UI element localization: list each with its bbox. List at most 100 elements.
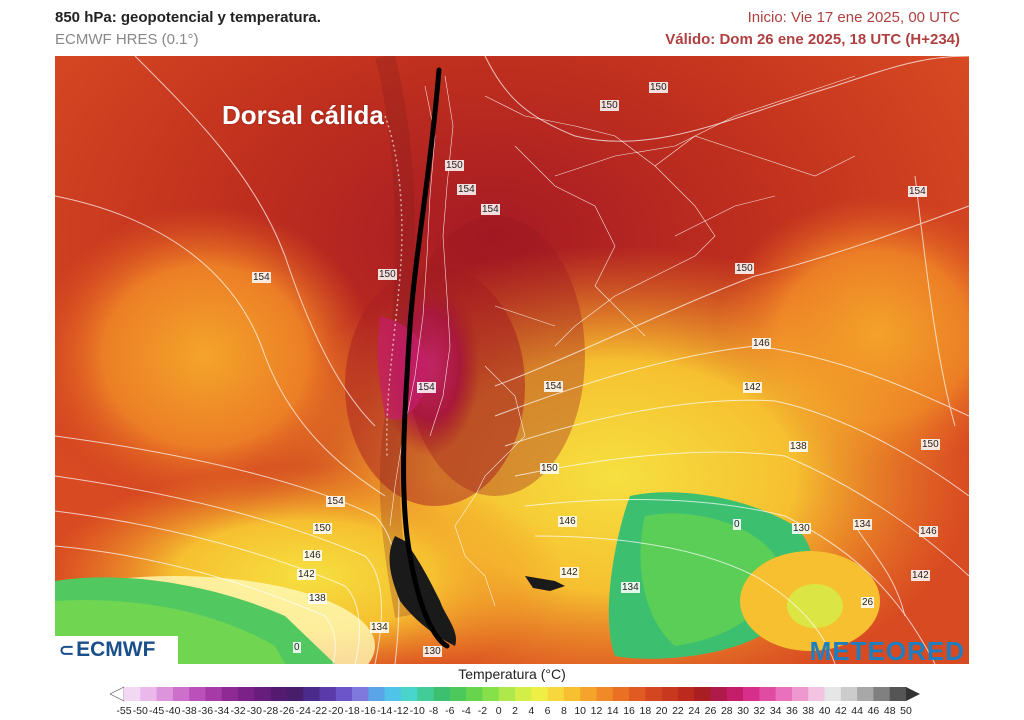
colorbar-max-arrow [906,687,920,701]
colorbar-swatch [612,687,630,701]
colorbar-swatch [759,687,776,701]
colorbar-tick-label: 22 [672,705,684,717]
colorbar-swatch [384,687,402,701]
contour-label: 0 [733,519,741,530]
weather-map: Dorsal cálida 150 150 150 154 154 154 15… [55,56,969,664]
colorbar-swatch [319,687,337,701]
colorbar-swatch [368,687,385,701]
contour-label: 146 [919,526,938,537]
colorbar-tick-label: -12 [393,705,409,717]
colorbar-swatch [417,687,434,701]
ecmwf-logo: ⊂ ECMWF [55,636,178,664]
colorbar-swatch [791,687,809,701]
legend-title: Temperatura (°C) [458,666,566,682]
colorbar-swatch [221,687,239,701]
contour-label: 138 [308,593,327,604]
contour-label: 154 [908,186,927,197]
colorbar-tick-label: 40 [818,705,831,717]
colorbar-swatch [726,687,744,701]
colorbar-swatch [498,687,516,701]
colorbar-tick-label: -4 [461,705,471,717]
contour-label: 142 [560,567,579,578]
colorbar-swatch [857,687,874,701]
legend-ticks: -55 -50 -45 -40 -38 -36 -34 -32 -30 -28 -26 -24 -22-… [0,705,1024,719]
colorbar-swatch [270,687,288,701]
contour-label: 150 [735,263,754,274]
temperature-field [55,56,969,664]
colorbar-tick-label: -40 [165,705,181,717]
contour-label: 154 [544,381,563,392]
colorbar-tick-label: 10 [574,705,586,717]
colorbar-swatch [873,687,891,701]
colorbar-tick-label: -50 [132,705,148,717]
colorbar-tick-label: -22 [311,705,328,717]
colorbar-tick-label: 38 [802,705,815,717]
contour-label: 154 [326,496,345,507]
colorbar-swatch [645,687,662,701]
colorbar-tick-label: 6 [544,705,551,717]
colorbar-swatch [677,687,695,701]
contour-label: 142 [911,570,930,581]
colorbar-swatch [124,687,141,701]
contour-label: 150 [540,463,559,474]
colorbar-swatch [335,687,353,701]
colorbar-tick-label: -45 [148,705,165,717]
colorbar-tick-label: -16 [360,705,376,717]
colorbar-swatch [743,687,760,701]
colorbar-tick-label: -28 [263,705,279,717]
contour-label: 146 [752,338,771,349]
colorbar-min-arrow [110,686,125,702]
colorbar-tick-label: 26 [704,705,717,717]
colorbar-swatch [156,687,174,701]
contour-label: 154 [252,272,271,283]
colorbar-tick-label: 8 [560,705,567,717]
colorbar-swatch [775,687,793,701]
colorbar-swatch [140,687,157,701]
contour-label: 150 [600,100,619,111]
contour-label: 150 [313,523,332,534]
colorbar-tick-label: -34 [214,705,230,717]
contour-label: 0 [293,642,301,653]
colorbar-swatch [189,687,206,701]
colorbar-tick-label: 14 [606,705,619,717]
colorbar-swatch [629,687,646,701]
colorbar-swatch [449,687,467,701]
colorbar-tick-label: 24 [688,705,701,717]
colorbar-swatch [808,687,825,701]
map-title: 850 hPa: geopotencial y temperatura. [55,9,321,26]
contour-label: 26 [861,597,875,608]
colorbar-swatch [254,687,271,701]
contour-label: 146 [558,516,577,527]
colorbar-swatch [205,687,223,701]
colorbar-swatch [531,687,548,701]
colorbar-swatch [286,687,304,701]
colorbar-tick-label: -20 [328,705,344,717]
colorbar-swatch [840,687,858,701]
colorbar-tick-label: 16 [623,705,635,717]
colorbar-tick-label: -2 [477,705,488,717]
colorbar-tick-label: 20 [655,705,668,717]
contour-label: 130 [792,523,811,534]
colorbar-tick-label: 48 [883,705,896,717]
colorbar-tick-label: -38 [181,705,197,717]
contour-label: 150 [921,439,940,450]
colorbar-tick-label: -55 [116,705,132,717]
colorbar-tick-label: -30 [246,705,262,717]
meteored-logo: METEORED [809,636,965,664]
colorbar-swatch [352,687,369,701]
colorbar-tick-label: 46 [867,705,880,717]
colorbar-swatch [466,687,483,701]
valid-time: Válido: Dom 26 ene 2025, 18 UTC (H+234) [665,31,960,48]
contour-label: 154 [481,204,500,215]
colorbar-tick-label: -8 [428,705,439,717]
contour-label: 154 [457,184,476,195]
colorbar-tick-label: 4 [528,705,535,717]
contour-label: 134 [853,519,872,530]
contour-label: 154 [417,382,436,393]
contour-label: 150 [378,269,397,280]
colorbar-tick-label: -26 [279,705,295,717]
contour-label: 150 [445,160,464,171]
colorbar-swatch [547,687,565,701]
colorbar-tick-label: -32 [230,705,246,717]
colorbar-tick-label: 42 [834,705,847,717]
